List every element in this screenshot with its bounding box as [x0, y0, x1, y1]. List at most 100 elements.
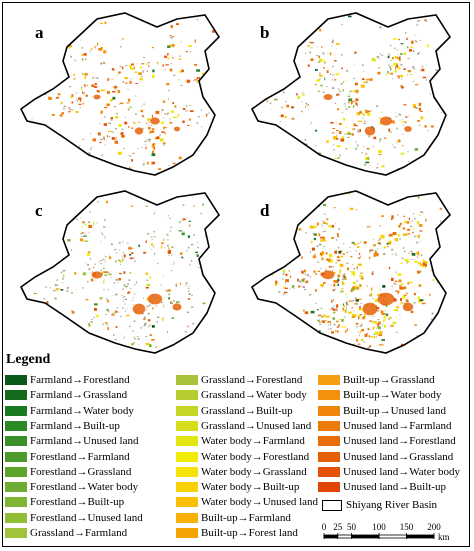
- change-patch: [196, 80, 200, 83]
- change-patch: [402, 133, 404, 135]
- change-patch: [295, 196, 298, 199]
- change-patch: [196, 242, 199, 243]
- change-patch: [106, 300, 109, 303]
- change-patch: [364, 120, 366, 123]
- change-patch: [126, 314, 130, 317]
- change-patch: [402, 247, 405, 249]
- change-patch: [133, 336, 135, 338]
- change-patch: [297, 279, 299, 282]
- change-patch: [98, 48, 102, 51]
- change-patch: [144, 316, 146, 318]
- change-patch: [279, 207, 282, 210]
- change-patch: [99, 141, 102, 144]
- change-patch: [418, 299, 423, 303]
- change-patch: [167, 98, 169, 100]
- change-patch: [261, 350, 265, 353]
- change-patch: [67, 286, 69, 289]
- change-patch: [88, 251, 91, 253]
- change-patch: [103, 279, 105, 281]
- change-patch: [357, 242, 360, 244]
- change-patch: [321, 223, 323, 225]
- change-patch: [351, 242, 355, 244]
- change-patch: [317, 61, 321, 63]
- change-patch: [356, 338, 358, 342]
- change-patch: [383, 253, 386, 255]
- change-patch: [69, 143, 71, 146]
- change-patch: [278, 74, 281, 76]
- change-patch: [75, 334, 77, 336]
- change-patch: [379, 289, 381, 290]
- change-patch: [191, 243, 194, 246]
- change-patch: [108, 136, 111, 138]
- change-patch: [137, 174, 140, 175]
- change-patch: [351, 315, 355, 318]
- change-patch: [75, 289, 77, 291]
- change-patch: [186, 250, 188, 252]
- change-patch: [129, 166, 131, 170]
- change-patch: [148, 124, 150, 126]
- change-patch: [81, 236, 84, 237]
- change-patch: [353, 90, 357, 93]
- change-patch: [153, 197, 155, 201]
- change-patch: [200, 109, 203, 111]
- change-patch: [316, 245, 319, 248]
- change-patch: [167, 57, 170, 60]
- change-patch: [310, 251, 311, 254]
- change-patch: [131, 299, 133, 302]
- change-patch: [357, 89, 359, 93]
- change-patch: [101, 233, 103, 236]
- change-patch: [320, 268, 322, 270]
- change-patch: [394, 56, 398, 59]
- change-patch: [298, 228, 302, 231]
- change-patch: [178, 156, 182, 160]
- change-blob: [321, 270, 335, 280]
- change-patch: [327, 52, 329, 54]
- change-patch: [178, 221, 181, 223]
- change-patch: [345, 80, 347, 82]
- change-patch: [125, 286, 128, 288]
- change-patch: [377, 239, 379, 242]
- change-patch: [133, 66, 136, 70]
- change-patch: [333, 207, 336, 209]
- basin-boundary: [19, 190, 221, 354]
- change-patch: [119, 260, 123, 263]
- change-patch: [104, 235, 106, 237]
- change-patch: [116, 307, 118, 309]
- change-patch: [349, 207, 354, 210]
- change-patch: [161, 109, 164, 111]
- change-patch: [435, 324, 440, 328]
- change-patch: [143, 297, 144, 299]
- change-patch: [368, 135, 371, 138]
- change-patch: [138, 121, 141, 123]
- legend-label: Forestland→Water body: [30, 481, 139, 494]
- change-patch: [55, 96, 59, 99]
- change-patch: [122, 296, 125, 298]
- change-patch: [67, 239, 71, 242]
- scale-segment: [378, 534, 407, 539]
- change-patch: [81, 88, 83, 90]
- change-patch: [387, 245, 389, 248]
- change-patch: [150, 125, 153, 126]
- change-patch: [103, 50, 107, 54]
- change-patch: [304, 273, 307, 275]
- change-patch: [181, 256, 184, 259]
- change-patch: [398, 279, 402, 283]
- change-patch: [142, 312, 144, 315]
- change-patch: [160, 55, 162, 57]
- change-patch: [343, 81, 345, 83]
- change-patch: [154, 252, 156, 255]
- change-patch: [106, 309, 109, 311]
- change-patch: [320, 307, 323, 309]
- change-patch: [166, 290, 169, 292]
- change-patch: [337, 157, 340, 159]
- change-patch: [393, 122, 395, 125]
- change-patch: [369, 249, 374, 251]
- change-patch: [194, 39, 196, 43]
- change-patch: [89, 18, 93, 22]
- change-patch: [145, 18, 148, 22]
- change-patch: [156, 62, 159, 64]
- map-a-svg: [19, 12, 221, 176]
- change-patch: [397, 292, 399, 295]
- change-patch: [394, 237, 398, 242]
- change-patch: [130, 288, 132, 289]
